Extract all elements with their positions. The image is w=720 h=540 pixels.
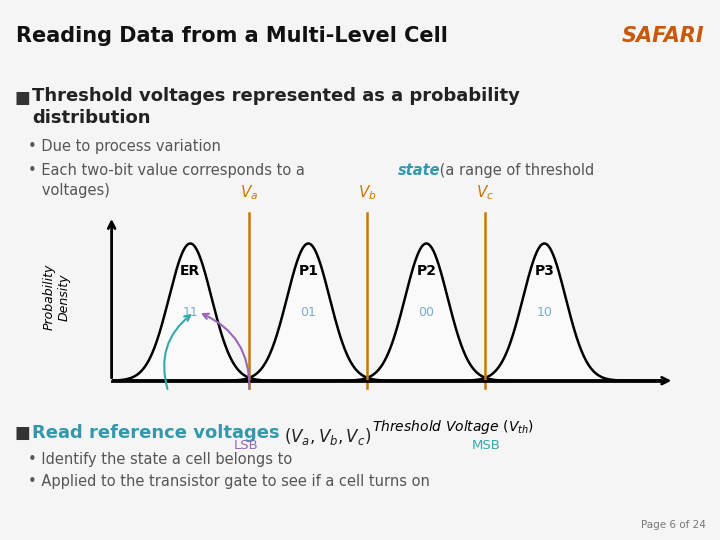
- Text: Reading Data from a Multi-Level Cell: Reading Data from a Multi-Level Cell: [16, 25, 448, 46]
- Text: 01: 01: [300, 306, 316, 319]
- Text: 11: 11: [182, 306, 198, 319]
- Text: MSB: MSB: [472, 440, 500, 453]
- Text: Threshold voltages represented as a probability: Threshold voltages represented as a prob…: [32, 87, 520, 105]
- Text: • Each two-bit value corresponds to a: • Each two-bit value corresponds to a: [28, 164, 310, 178]
- Text: Page 6 of 24: Page 6 of 24: [641, 520, 706, 530]
- Text: (a range of threshold: (a range of threshold: [435, 164, 594, 178]
- Text: Read reference voltages: Read reference voltages: [32, 424, 286, 442]
- Text: ER: ER: [180, 264, 200, 278]
- Text: LSB: LSB: [234, 440, 259, 453]
- Text: voltages): voltages): [28, 184, 110, 199]
- Text: $V_c$: $V_c$: [477, 184, 495, 202]
- Text: $V_b$: $V_b$: [358, 184, 377, 202]
- Text: ■: ■: [14, 89, 30, 107]
- Text: distribution: distribution: [32, 109, 150, 127]
- Text: $V_a$: $V_a$: [240, 184, 258, 202]
- Text: • Identify the state a cell belongs to: • Identify the state a cell belongs to: [28, 452, 292, 467]
- Text: state: state: [398, 164, 441, 178]
- Text: 10: 10: [536, 306, 552, 319]
- Text: • Due to process variation: • Due to process variation: [28, 139, 221, 154]
- Text: P3: P3: [534, 264, 554, 278]
- Text: $(V_a, V_b, V_c)$: $(V_a, V_b, V_c)$: [284, 426, 371, 447]
- Text: SAFARI: SAFARI: [621, 25, 704, 46]
- Text: 00: 00: [418, 306, 434, 319]
- Text: Threshold Voltage $(V_{th})$: Threshold Voltage $(V_{th})$: [372, 417, 534, 436]
- Text: • Applied to the transistor gate to see if a cell turns on: • Applied to the transistor gate to see …: [28, 474, 430, 489]
- Text: ■: ■: [14, 424, 30, 442]
- Text: P1: P1: [298, 264, 318, 278]
- Text: Probability
Density: Probability Density: [42, 264, 71, 330]
- Text: P2: P2: [416, 264, 436, 278]
